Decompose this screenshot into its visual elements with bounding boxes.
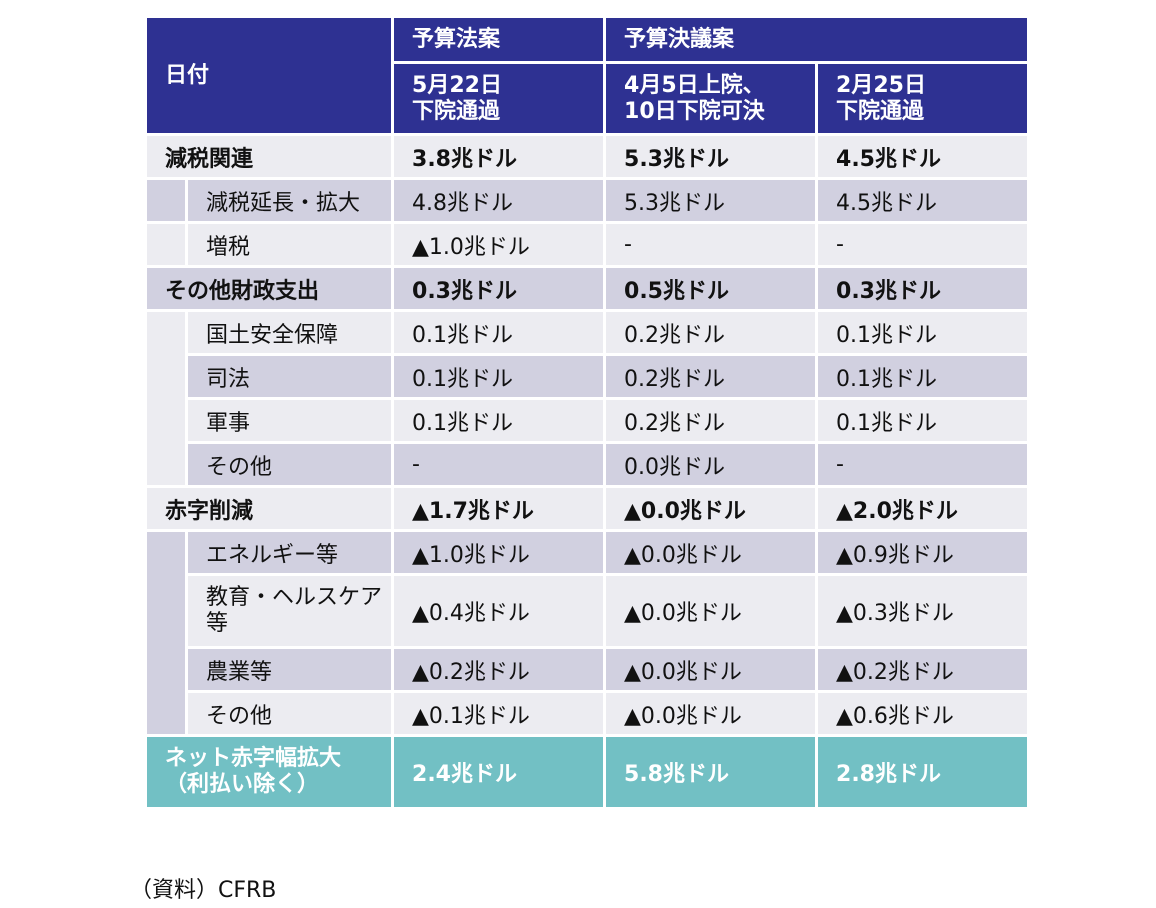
table-row-tax-cuts: 減税関連 3.8兆ドル 5.3兆ドル 4.5兆ドル (143, 133, 1031, 180)
table-row: エネルギー等 ▲1.0兆ドル ▲0.0兆ドル ▲0.9兆ドル (144, 529, 1031, 737)
value-cell: ▲1.7兆ドル (391, 485, 607, 532)
header-col-apr5: 4月5日上院、 10日下院可決 (603, 61, 819, 136)
table-row: その他 ▲0.1兆ドル ▲0.0兆ドル ▲0.6兆ドル (146, 690, 1031, 737)
value-cell: 0.2兆ドル (603, 353, 819, 400)
value-cell: ▲0.4兆ドル (391, 573, 607, 649)
value-cell: - (815, 221, 1031, 268)
header-col-may22-line1: 5月22日 (412, 72, 502, 98)
table-row: 教育・ヘルスケア 等 ▲0.4兆ドル ▲0.0兆ドル ▲0.3兆ドル (146, 573, 1031, 649)
table-row: 農業等 ▲0.2兆ドル ▲0.0兆ドル ▲0.2兆ドル (146, 646, 1031, 693)
value-cell: ▲0.0兆ドル (603, 690, 819, 737)
value-cell: 0.1兆ドル (815, 397, 1031, 444)
header-col-feb25-line1: 2月25日 (836, 72, 926, 98)
value-cell: 0.2兆ドル (603, 309, 819, 356)
header-col-apr5-line2: 10日下院可決 (624, 98, 765, 124)
sub-item-label-line2: 等 (206, 611, 229, 636)
value-cell: 4.8兆ドル (391, 177, 607, 224)
value-cell: 4.5兆ドル (815, 133, 1031, 180)
value-cell: ▲1.0兆ドル (391, 221, 607, 268)
header-col-apr5-line1: 4月5日上院、 (624, 72, 765, 98)
sub-item-label: 司法 (184, 353, 395, 400)
header-col-may22: 5月22日 下院通過 (391, 61, 607, 136)
total-label-line1: ネット赤字幅拡大 (165, 746, 342, 771)
sub-item-label: 増税 (184, 221, 395, 268)
category-label: 減税関連 (143, 133, 395, 180)
value-cell: 0.5兆ドル (603, 265, 819, 312)
value-cell: ▲2.0兆ドル (815, 485, 1031, 532)
total-value-cell: 2.8兆ドル (815, 734, 1031, 810)
sub-item-label: 農業等 (184, 646, 395, 693)
value-cell: - (815, 441, 1031, 488)
total-label-line2: （利払い除く） (165, 772, 320, 797)
sub-item-label: その他 (184, 690, 395, 737)
total-label: ネット赤字幅拡大 （利払い除く） (143, 734, 395, 810)
sub-item-label: その他 (184, 441, 395, 488)
header-col-may22-line2: 下院通過 (412, 98, 501, 124)
value-cell: 0.3兆ドル (815, 265, 1031, 312)
table-row: 軍事 0.1兆ドル 0.2兆ドル 0.1兆ドル (146, 397, 1031, 444)
value-cell: 0.1兆ドル (391, 397, 607, 444)
value-cell: ▲0.0兆ドル (603, 573, 819, 649)
indent-bar (144, 221, 188, 268)
table-row: その他 - 0.0兆ドル - (146, 441, 1031, 488)
category-label: その他財政支出 (143, 265, 395, 312)
value-cell: 0.1兆ドル (391, 353, 607, 400)
header-budget-resolution: 予算決議案 (603, 15, 1031, 64)
total-value-cell: 5.8兆ドル (603, 734, 819, 810)
value-cell: ▲1.0兆ドル (391, 529, 607, 576)
sub-item-label: 軍事 (184, 397, 395, 444)
table-row: 司法 0.1兆ドル 0.2兆ドル 0.1兆ドル (146, 353, 1031, 400)
value-cell: ▲0.9兆ドル (815, 529, 1031, 576)
table-row: 減税延長・拡大 4.8兆ドル 5.3兆ドル 4.5兆ドル (144, 177, 1031, 224)
source-note: （資料）CFRB (130, 878, 277, 903)
value-cell: 4.5兆ドル (815, 177, 1031, 224)
header-col-feb25-line2: 下院通過 (836, 98, 925, 124)
indent-bar (144, 309, 188, 488)
sub-item-label: 教育・ヘルスケア 等 (184, 573, 395, 649)
header-budget-bill: 予算法案 (391, 15, 607, 64)
value-cell: 0.0兆ドル (603, 441, 819, 488)
table-row-net-deficit: ネット赤字幅拡大 （利払い除く） 2.4兆ドル 5.8兆ドル 2.8兆ドル (143, 734, 1031, 810)
table-row: 増税 ▲1.0兆ドル - - (144, 221, 1031, 268)
value-cell: 0.1兆ドル (815, 309, 1031, 356)
value-cell: 0.1兆ドル (815, 353, 1031, 400)
indent-bar (144, 177, 188, 224)
value-cell: 5.3兆ドル (603, 133, 819, 180)
value-cell: 0.3兆ドル (391, 265, 607, 312)
value-cell: ▲0.2兆ドル (391, 646, 607, 693)
sub-item-label-line1: 教育・ヘルスケア (206, 585, 383, 610)
value-cell: 0.1兆ドル (391, 309, 607, 356)
value-cell: ▲0.0兆ドル (603, 646, 819, 693)
value-cell: 0.2兆ドル (603, 397, 819, 444)
sub-item-label: エネルギー等 (184, 529, 395, 576)
header-col-feb25: 2月25日 下院通過 (815, 61, 1031, 136)
value-cell: ▲0.2兆ドル (815, 646, 1031, 693)
indent-bar (144, 529, 188, 737)
table-row: 国土安全保障 0.1兆ドル 0.2兆ドル 0.1兆ドル (144, 309, 1031, 488)
table-row-other-spending: その他財政支出 0.3兆ドル 0.5兆ドル 0.3兆ドル (143, 265, 1031, 312)
value-cell: 3.8兆ドル (391, 133, 607, 180)
budget-comparison-table: 日付 予算法案 予算決議案 5月22日 下院通過 4月5日上院、 10日下院可決… (143, 15, 1031, 810)
value-cell: ▲0.0兆ドル (603, 485, 819, 532)
value-cell: ▲0.1兆ドル (391, 690, 607, 737)
value-cell: - (603, 221, 819, 268)
table-row-deficit-reduction: 赤字削減 ▲1.7兆ドル ▲0.0兆ドル ▲2.0兆ドル (143, 485, 1031, 532)
header-date: 日付 (143, 15, 395, 136)
value-cell: ▲0.6兆ドル (815, 690, 1031, 737)
sub-item-label: 国土安全保障 (184, 309, 395, 356)
category-label: 赤字削減 (143, 485, 395, 532)
value-cell: ▲0.0兆ドル (603, 529, 819, 576)
sub-item-label: 減税延長・拡大 (184, 177, 395, 224)
value-cell: ▲0.3兆ドル (815, 573, 1031, 649)
total-value-cell: 2.4兆ドル (391, 734, 607, 810)
value-cell: 5.3兆ドル (603, 177, 819, 224)
value-cell: - (391, 441, 607, 488)
